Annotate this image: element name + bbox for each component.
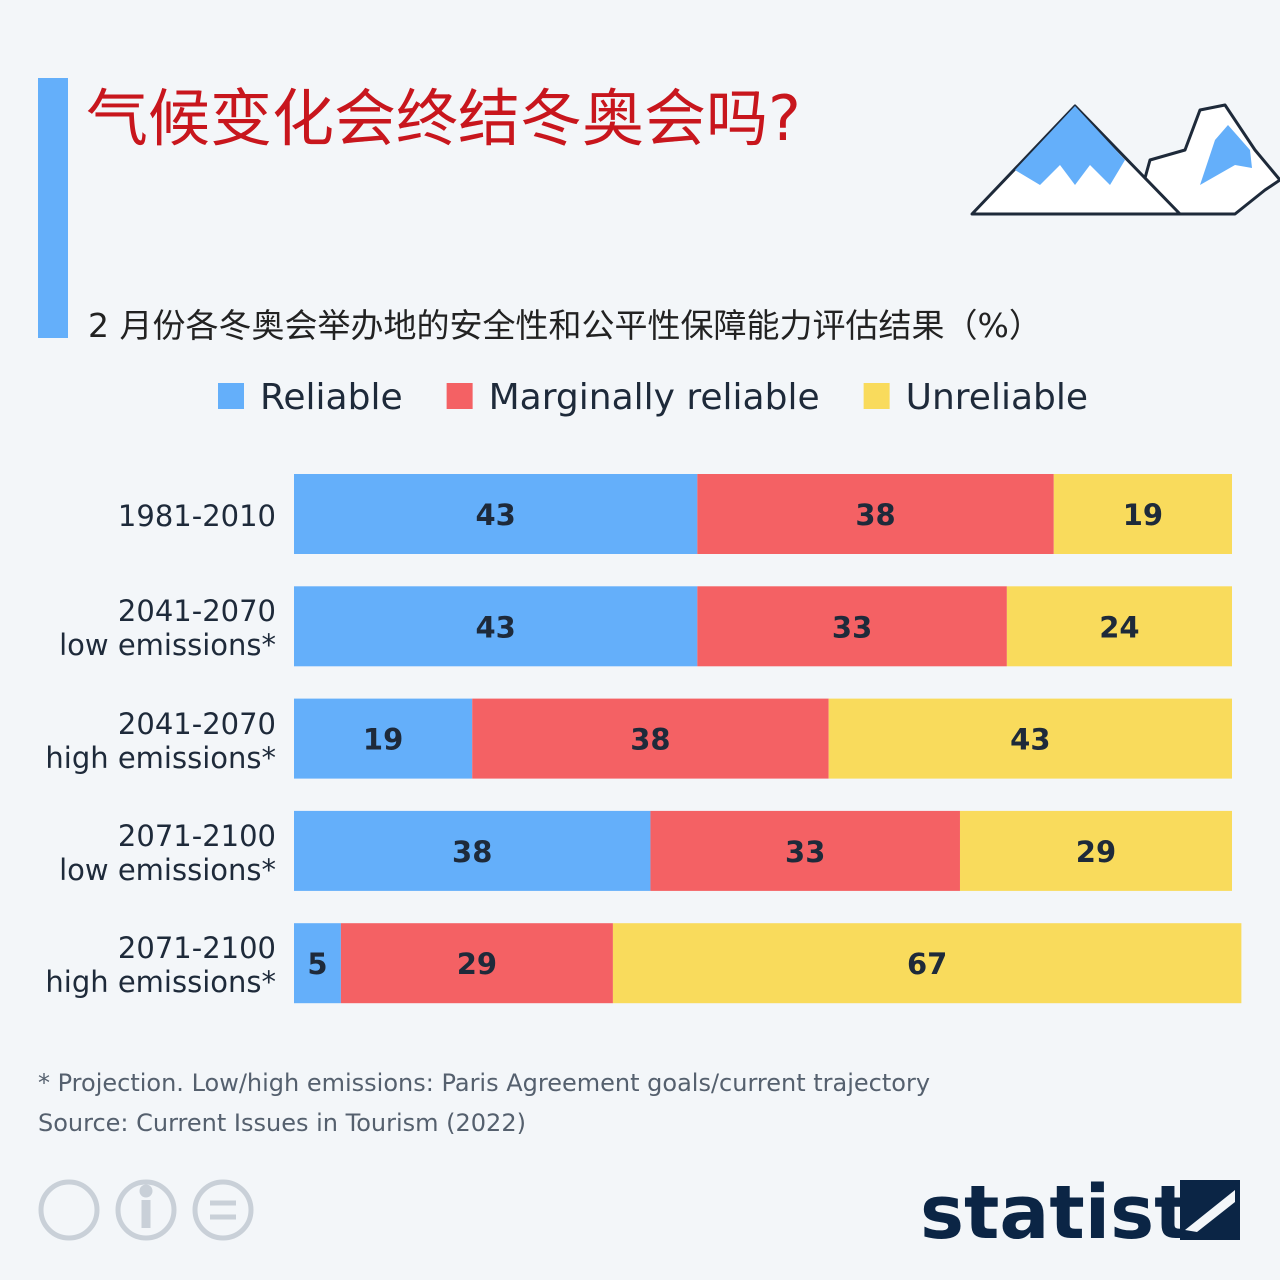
data-label: 38 <box>452 835 492 869</box>
legend-label: Unreliable <box>906 377 1088 418</box>
data-label: 19 <box>1123 498 1163 532</box>
data-label: 33 <box>832 610 872 644</box>
bar-segment <box>472 698 829 779</box>
mountains <box>970 103 1280 216</box>
y-tick-label: 2041-2070 low emissions* <box>59 594 276 663</box>
bar-segment <box>294 810 651 891</box>
source: Source: Current Issues in Tourism (2022) <box>38 1109 526 1137</box>
bar-segment <box>1006 586 1232 667</box>
bar-segment <box>340 923 613 1004</box>
bar-segment <box>650 810 960 891</box>
bar-segment <box>697 586 1007 667</box>
y-tick-label: 2041-2070 high emissions* <box>45 706 276 775</box>
bar-segment <box>697 474 1054 554</box>
data-label: 43 <box>475 610 515 644</box>
license-icons <box>38 1179 254 1241</box>
footnote: * Projection. Low/high emissions: Paris … <box>38 1069 930 1097</box>
bar-segment <box>828 698 1232 779</box>
bar-segment <box>294 698 473 779</box>
y-tick-label: 1981-2010 <box>117 499 276 533</box>
legend-swatch <box>863 383 890 409</box>
bar-segment <box>294 586 698 667</box>
bar-segment <box>294 923 341 1004</box>
data-label: 19 <box>363 723 403 757</box>
legend-label: Marginally reliable <box>489 377 820 418</box>
logo-mark <box>1180 1180 1240 1240</box>
bar-segment <box>294 474 698 554</box>
bar-segment <box>612 923 1242 1004</box>
bar-segment <box>959 810 1232 891</box>
data-label: 43 <box>475 498 515 532</box>
data-label: 67 <box>907 947 947 981</box>
accent-bar <box>38 78 68 338</box>
chart-title: 气候变化会终结冬奥会吗? <box>86 82 801 155</box>
data-label: 24 <box>1099 610 1139 644</box>
data-label: 5 <box>307 947 327 981</box>
data-label: 29 <box>1076 835 1116 869</box>
legend-swatch <box>446 383 473 409</box>
data-label: 38 <box>855 498 895 532</box>
data-label: 29 <box>457 947 497 981</box>
legend-swatch <box>218 383 244 409</box>
legend-label: Reliable <box>260 377 403 418</box>
chart-subtitle: 2 月份各冬奥会举办地的安全性和公平性保障能力评估结果（%） <box>88 306 1042 345</box>
y-tick-label: 2071-2100 low emissions* <box>59 818 276 887</box>
data-label: 33 <box>785 835 825 869</box>
data-label: 38 <box>630 723 670 757</box>
bar-segment <box>1053 474 1232 554</box>
data-label: 43 <box>1010 723 1050 757</box>
y-tick-label: 2071-2100 high emissions* <box>45 931 276 1000</box>
